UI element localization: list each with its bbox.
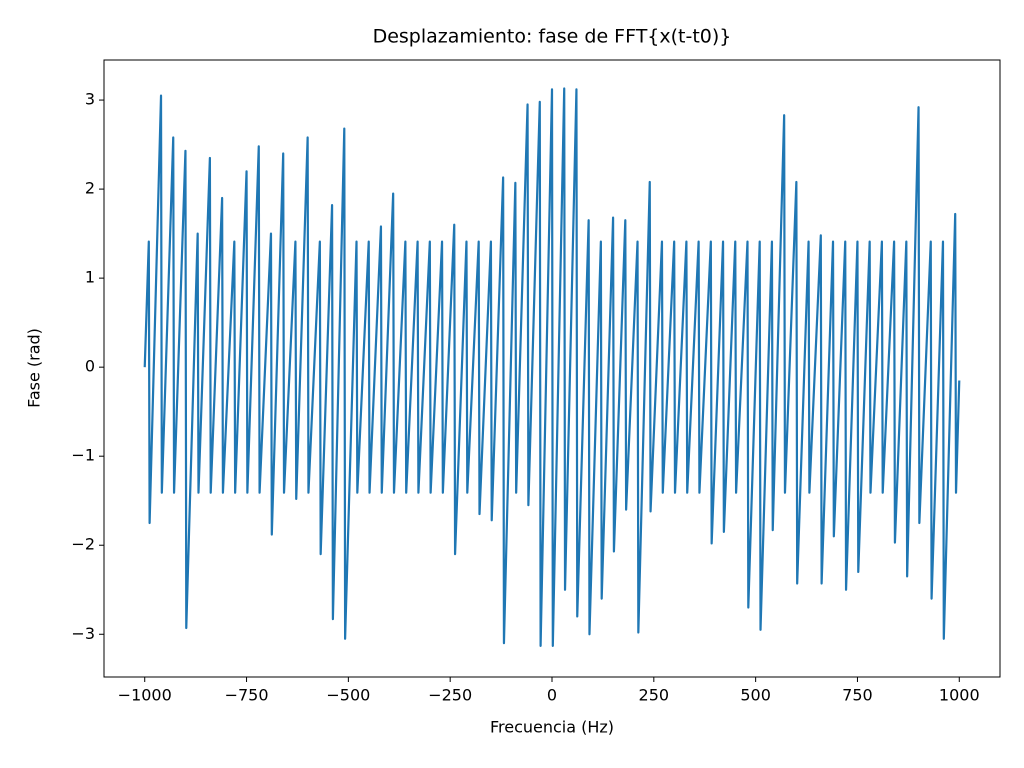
chart-title: Desplazamiento: fase de FFT{x(t-t0)} — [373, 26, 732, 48]
y-tick-label: 1 — [85, 268, 95, 287]
y-tick-label: −3 — [71, 624, 95, 643]
plot-area — [143, 87, 961, 647]
x-tick-label: −250 — [428, 686, 472, 705]
x-tick-label: −500 — [326, 686, 370, 705]
x-tick-label: −750 — [225, 686, 269, 705]
y-tick-label: 2 — [85, 179, 95, 198]
x-tick-label: −1000 — [118, 686, 172, 705]
data-line — [143, 87, 961, 647]
y-tick-label: 3 — [85, 90, 95, 109]
y-tick-label: −2 — [71, 535, 95, 554]
x-tick-label: 1000 — [939, 686, 980, 705]
x-tick-label: 250 — [639, 686, 670, 705]
y-axis-label: Fase (rad) — [25, 328, 44, 408]
y-tick-label: −1 — [71, 446, 95, 465]
x-axis-label: Frecuencia (Hz) — [490, 718, 614, 737]
x-tick-label: 750 — [842, 686, 873, 705]
x-tick-label: 0 — [547, 686, 557, 705]
y-tick-label: 0 — [85, 357, 95, 376]
x-tick-label: 500 — [740, 686, 771, 705]
